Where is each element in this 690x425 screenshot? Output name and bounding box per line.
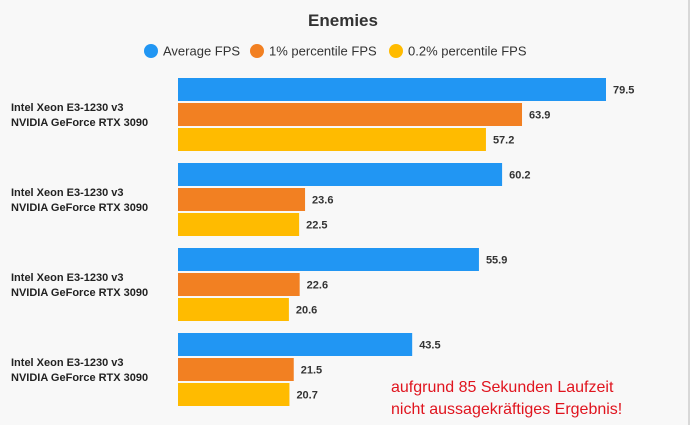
bar-3-1[interactable] [178,248,479,271]
bar-1-3[interactable] [178,128,486,151]
bars [178,78,606,406]
category-label-4-line-1: Intel Xeon E3-1230 v3 [11,357,124,369]
bar-1-1[interactable] [178,78,606,101]
bar-4-1[interactable] [178,333,413,356]
bar-3-2[interactable] [178,273,300,296]
value-label-2-1: 60.2 [509,170,530,182]
value-label-3-1: 55.9 [486,255,507,267]
value-label-2-2: 23.6 [312,195,333,207]
legend: Average FPS 1% percentile FPS 0.2% percent… [144,44,527,59]
category-label-1-line-1: Intel Xeon E3-1230 v3 [11,102,124,114]
annotation-line-2: nicht aussagekräftiges Ergebnis! [391,401,622,418]
annotation-note: aufgrund 85 Sekunden Laufzeit nicht aussa… [391,379,622,418]
category-label-4-line-2: NVIDIA GeForce RTX 3090 [11,372,148,384]
value-labels: 79.5 63.9 57.2 60.2 23.6 22.5 55.9 22.6 20.6 43.5… [296,85,635,402]
value-label-1-1: 79.5 [613,85,634,97]
bar-2-1[interactable] [178,163,503,186]
bar-4-3[interactable] [178,383,290,406]
bar-4-2[interactable] [178,358,294,381]
legend-label-1[interactable]: Average FPS [163,44,240,59]
category-label-3-line-1: Intel Xeon E3-1230 v3 [11,272,124,284]
value-label-1-3: 57.2 [493,135,514,147]
bar-2-3[interactable] [178,213,300,236]
legend-marker-2[interactable] [250,44,264,58]
bar-2-2[interactable] [178,188,306,211]
value-label-4-2: 21.5 [301,365,322,377]
legend-marker-3[interactable] [389,44,403,58]
legend-label-3[interactable]: 0.2% percentile FPS [408,44,527,59]
bar-3-3[interactable] [178,298,289,321]
category-label-1-line-2: NVIDIA GeForce RTX 3090 [11,117,148,129]
category-label-3-line-2: NVIDIA GeForce RTX 3090 [11,287,148,299]
value-label-1-2: 63.9 [529,110,550,122]
legend-marker-1[interactable] [144,44,158,58]
right-border [688,0,690,425]
value-label-3-2: 22.6 [307,280,328,292]
value-label-2-3: 22.5 [306,220,327,232]
legend-label-2[interactable]: 1% percentile FPS [269,44,377,59]
value-label-4-1: 43.5 [419,340,440,352]
value-label-3-3: 20.6 [296,305,317,317]
bar-1-2[interactable] [178,103,523,126]
chart-title: Enemies [308,11,378,30]
category-label-2-line-1: Intel Xeon E3-1230 v3 [11,187,124,199]
category-labels: Intel Xeon E3-1230 v3 NVIDIA GeForce RTX … [11,102,148,384]
category-label-2-line-2: NVIDIA GeForce RTX 3090 [11,202,148,214]
value-label-4-3: 20.7 [296,390,317,402]
annotation-line-1: aufgrund 85 Sekunden Laufzeit [391,379,614,396]
